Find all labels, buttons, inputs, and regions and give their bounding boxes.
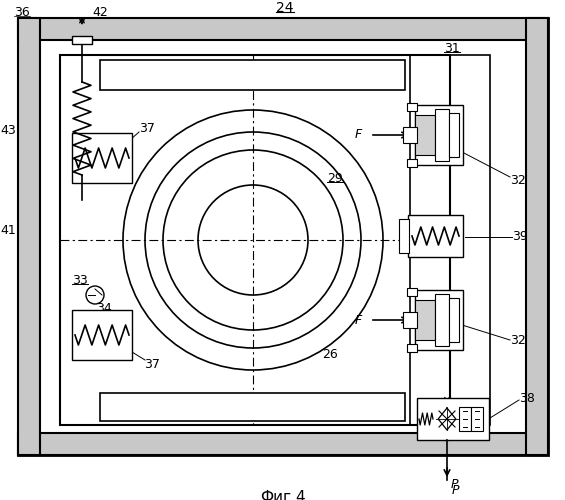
Bar — [403, 312, 417, 328]
Bar — [100, 393, 405, 421]
Bar — [18, 18, 40, 455]
Bar — [415, 105, 463, 165]
Bar — [399, 219, 409, 253]
Text: F: F — [355, 314, 362, 326]
Bar — [403, 127, 417, 143]
Text: 36: 36 — [14, 6, 30, 18]
Bar — [407, 103, 417, 111]
Bar — [60, 55, 450, 425]
Bar — [72, 36, 92, 44]
Text: 42: 42 — [92, 6, 108, 18]
Text: 39: 39 — [512, 230, 528, 243]
Text: F: F — [355, 128, 362, 141]
Text: 38: 38 — [519, 392, 535, 404]
Bar — [471, 407, 483, 431]
Bar — [18, 18, 548, 40]
Text: 43: 43 — [0, 124, 16, 136]
Text: S: S — [232, 62, 242, 78]
Text: P: P — [452, 484, 459, 496]
Bar — [72, 133, 132, 183]
Bar — [526, 18, 548, 455]
Text: 41: 41 — [0, 224, 16, 236]
Bar — [449, 113, 459, 157]
Bar — [415, 300, 435, 340]
Text: Фиг.4: Фиг.4 — [260, 490, 306, 500]
Bar — [407, 159, 417, 167]
Bar — [407, 344, 417, 352]
Bar — [435, 109, 449, 161]
Text: 24: 24 — [276, 1, 294, 15]
Text: P: P — [451, 478, 459, 492]
Text: 33: 33 — [72, 274, 88, 286]
Bar — [415, 290, 463, 350]
Bar — [415, 115, 435, 155]
Text: 32: 32 — [510, 334, 526, 346]
Bar — [417, 398, 489, 440]
Bar — [18, 433, 548, 455]
Bar — [100, 60, 405, 90]
Text: 31: 31 — [444, 42, 460, 54]
Bar — [72, 310, 132, 360]
Text: 27: 28: 27: 28 — [228, 398, 268, 411]
Bar — [435, 294, 449, 346]
Bar — [18, 18, 548, 455]
Bar — [449, 298, 459, 342]
Bar — [410, 55, 490, 425]
Text: 29: 29 — [327, 172, 343, 184]
Text: 37: 37 — [144, 358, 160, 372]
Bar — [407, 288, 417, 296]
Bar — [408, 215, 463, 257]
Bar — [459, 407, 471, 431]
Text: 34: 34 — [96, 302, 112, 314]
Text: 37: 37 — [139, 122, 155, 134]
Text: 32: 32 — [510, 174, 526, 186]
Text: 26: 26 — [322, 348, 338, 362]
